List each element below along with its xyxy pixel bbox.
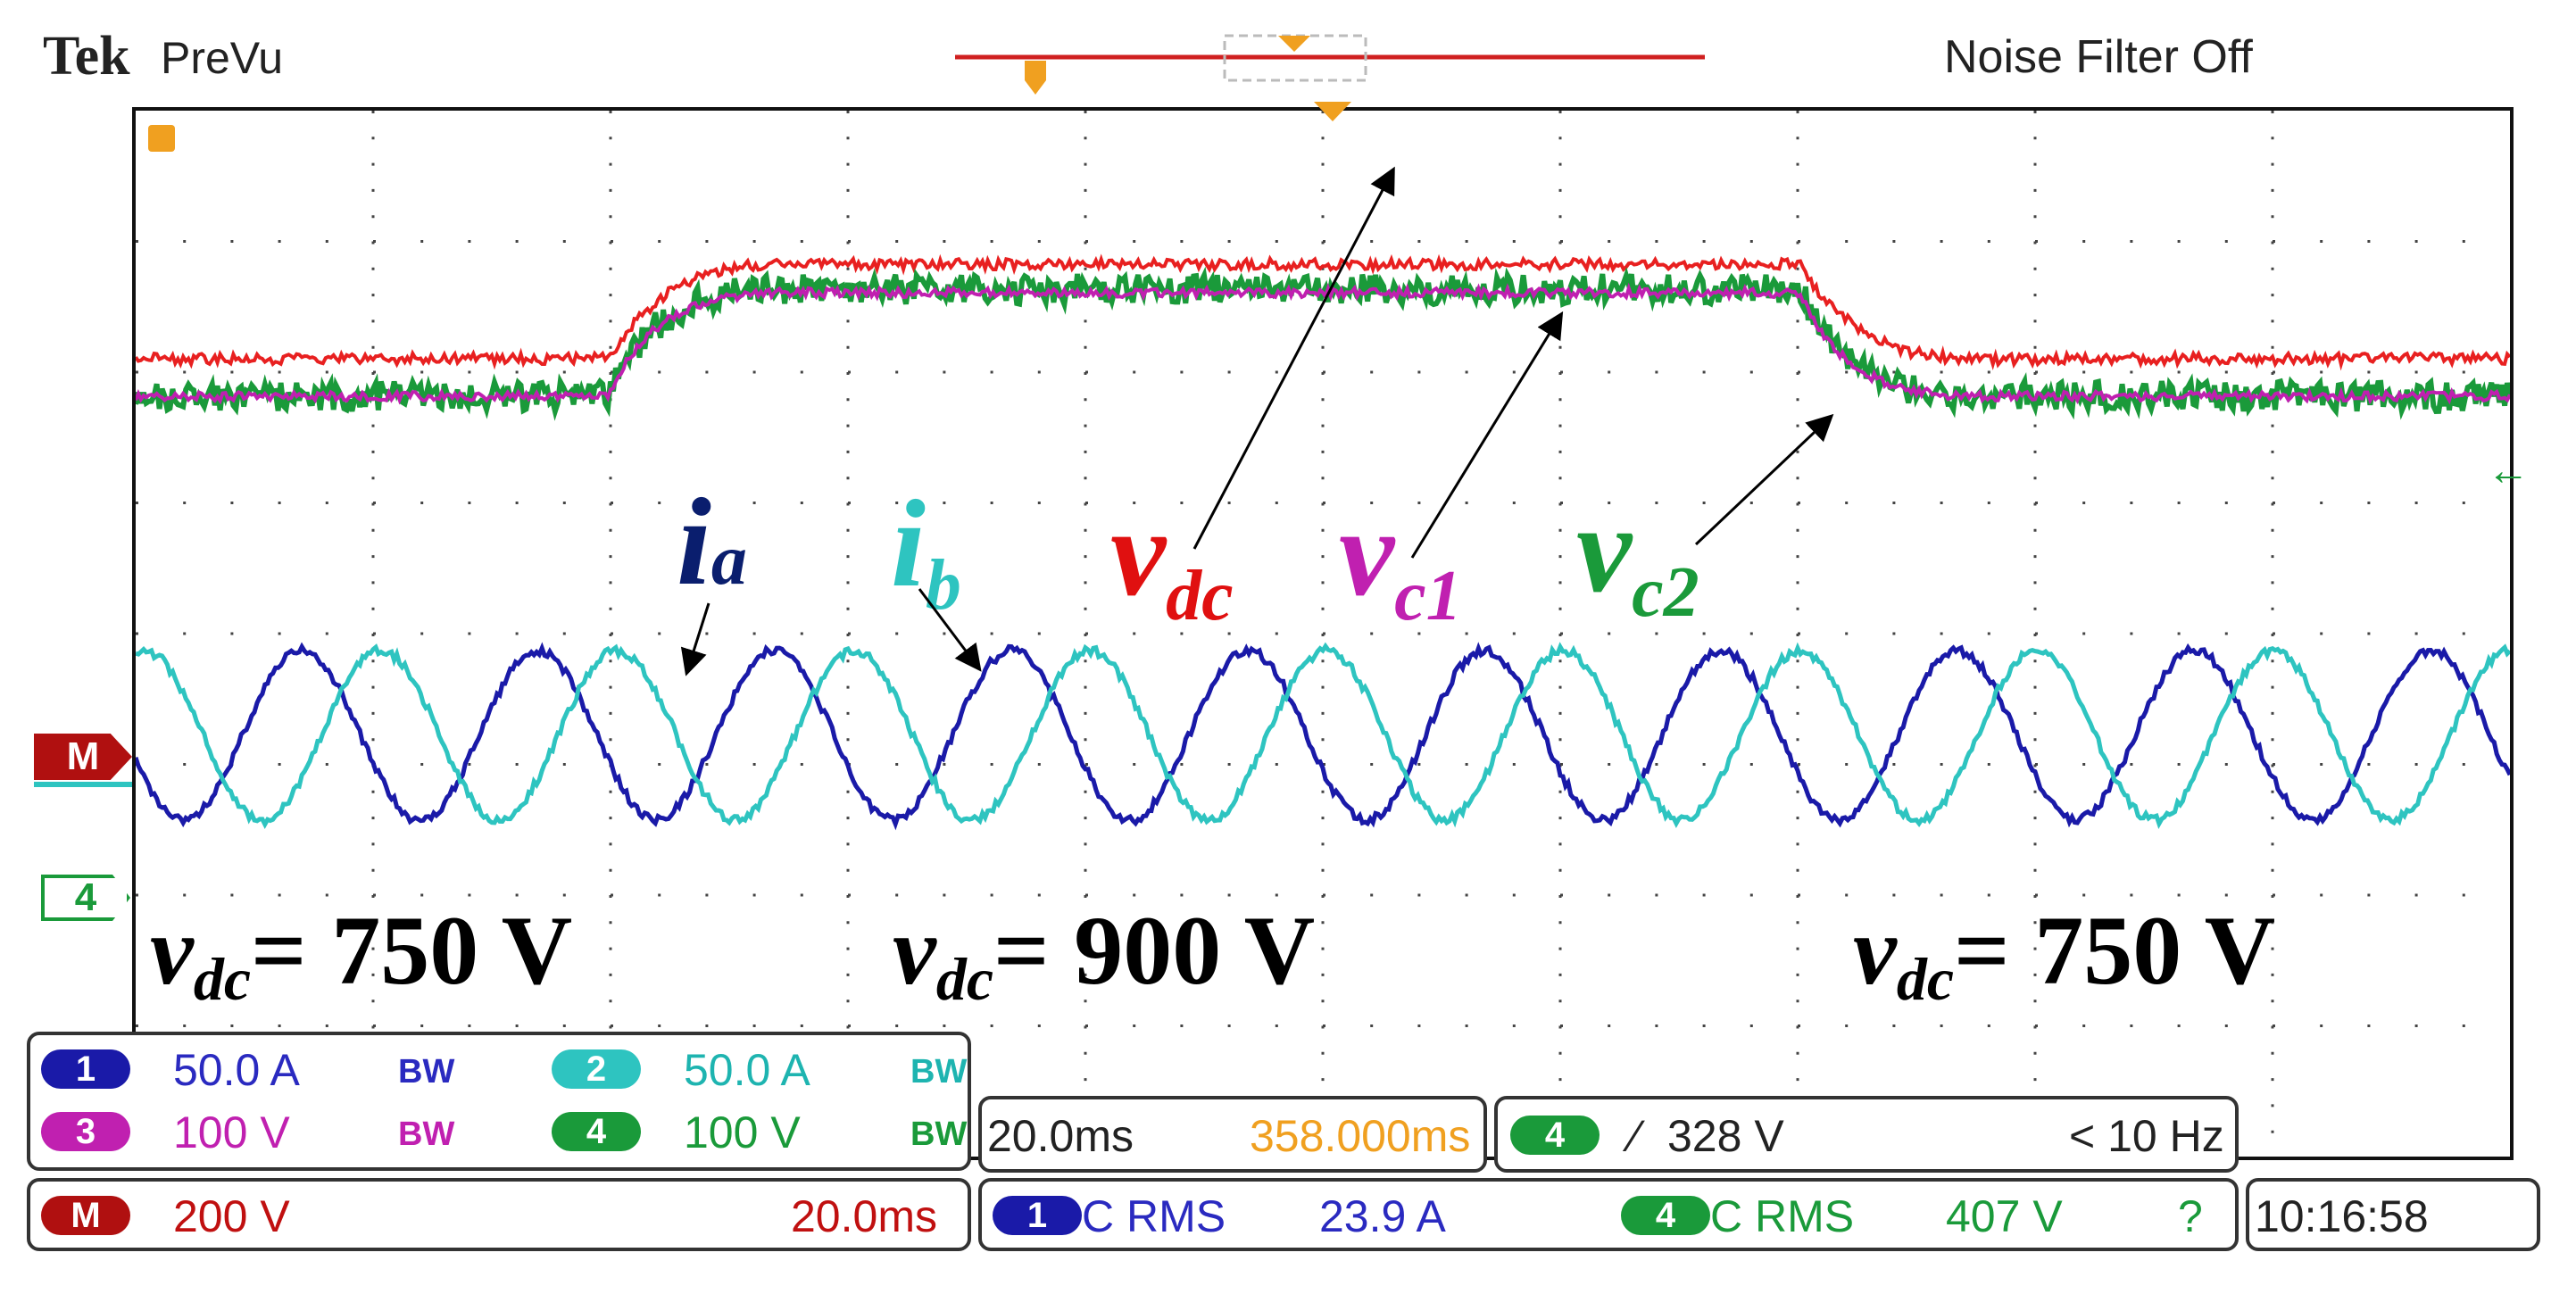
timebase-panel[interactable]: 20.0ms 358.000ms <box>978 1096 1487 1173</box>
ch1-bw-icon: BW <box>398 1053 454 1091</box>
ch2-bw-icon: BW <box>910 1053 967 1091</box>
meas1-source-chip[interactable]: 1 <box>993 1196 1082 1235</box>
annotation-sub: dc <box>194 945 251 1013</box>
trigger-level: 328 V <box>1667 1114 1784 1158</box>
ch2-scale: 50.0 A <box>684 1048 810 1092</box>
meas2-status: ? <box>2178 1194 2203 1239</box>
math-readout-panel[interactable]: M 200 V 20.0ms <box>27 1178 971 1251</box>
trigger-frequency: < 10 Hz <box>2069 1114 2224 1158</box>
annotation-var: v <box>150 896 194 1005</box>
ch4-chip[interactable]: 4 <box>552 1112 641 1151</box>
ch4-scale: 100 V <box>684 1110 801 1155</box>
meas1-value: 23.9 A <box>1319 1194 1446 1239</box>
timebase-scale: 20.0ms <box>987 1114 1134 1158</box>
channel-readout-panel[interactable]: 1 50.0 A BW 2 50.0 A BW 3 100 V BW 4 100… <box>27 1032 971 1171</box>
math-scale: 200 V <box>173 1194 290 1239</box>
meas2-source-chip[interactable]: 4 <box>1621 1196 1710 1235</box>
trigger-panel[interactable]: 4 ∕ 328 V < 10 Hz <box>1494 1096 2239 1173</box>
annotation-vdc-900: vdc= 900 V <box>893 901 1315 1009</box>
annotation-value: = 900 V <box>993 896 1315 1005</box>
ch1-scale: 50.0 A <box>173 1048 300 1092</box>
meas1-type: C RMS <box>1082 1194 1226 1239</box>
annotation-sub: dc <box>1897 945 1954 1013</box>
ch1-chip[interactable]: 1 <box>41 1049 130 1089</box>
trigger-source-chip[interactable]: 4 <box>1510 1116 1600 1155</box>
ch4-bw-icon: BW <box>910 1116 967 1154</box>
annotation-value: = 750 V <box>1954 896 2275 1005</box>
clock-panel: 10:16:58 <box>2246 1178 2540 1251</box>
math-chip[interactable]: M <box>41 1196 130 1235</box>
annotation-var: v <box>893 896 936 1005</box>
annotation-value: = 750 V <box>251 896 572 1005</box>
annotation-vdc-750-left: vdc= 750 V <box>150 901 572 1009</box>
annotation-var: v <box>1853 896 1897 1005</box>
meas2-type: C RMS <box>1710 1194 1854 1239</box>
trigger-slope-icon: ∕ <box>1632 1114 1639 1158</box>
annotation-sub: dc <box>936 945 993 1013</box>
annotation-vdc-750-right: vdc= 750 V <box>1853 901 2275 1009</box>
ch3-chip[interactable]: 3 <box>41 1112 130 1151</box>
ch2-chip[interactable]: 2 <box>552 1049 641 1089</box>
ch3-scale: 100 V <box>173 1110 290 1155</box>
meas2-value: 407 V <box>1946 1194 2063 1239</box>
math-time: 20.0ms <box>791 1194 937 1239</box>
clock: 10:16:58 <box>2255 1194 2429 1239</box>
measurement-panel[interactable]: 1 C RMS 23.9 A 4 C RMS 407 V ? <box>978 1178 2239 1251</box>
timebase-position: 358.000ms <box>1250 1114 1470 1158</box>
ch3-bw-icon: BW <box>398 1116 454 1154</box>
